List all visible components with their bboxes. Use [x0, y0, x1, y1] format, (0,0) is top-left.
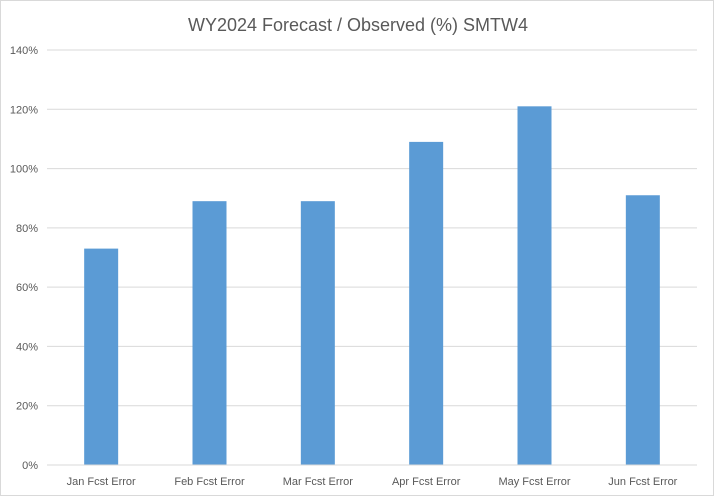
y-axis-tick-labels: 0% 20% 40% 60% 80% 100% 120% 140% [10, 45, 38, 472]
y-tick-label: 0% [22, 460, 38, 472]
x-tick-label: Feb Fcst Error [174, 476, 245, 488]
bar [192, 201, 227, 465]
x-tick-label: Jan Fcst Error [67, 476, 136, 488]
y-tick-label: 60% [16, 282, 38, 294]
y-tick-label: 40% [16, 341, 38, 353]
y-tick-label: 140% [10, 45, 38, 57]
bar [625, 195, 660, 465]
chart-title: WY2024 Forecast / Observed (%) SMTW4 [188, 15, 528, 35]
gridlines [47, 49, 697, 407]
bar [300, 201, 335, 465]
x-tick-label: Mar Fcst Error [283, 476, 354, 488]
x-tick-label: Apr Fcst Error [392, 476, 461, 488]
x-tick-label: Jun Fcst Error [608, 476, 677, 488]
bars [84, 106, 660, 466]
y-tick-label: 80% [16, 223, 38, 235]
bar [84, 248, 119, 465]
y-tick-label: 120% [10, 104, 38, 116]
bar [517, 106, 552, 466]
y-tick-label: 20% [16, 401, 38, 413]
x-tick-label: May Fcst Error [498, 476, 570, 488]
x-axis-tick-labels: Jan Fcst Error Feb Fcst Error Mar Fcst Err… [67, 476, 678, 488]
y-tick-label: 100% [10, 164, 38, 176]
bar [409, 141, 444, 465]
